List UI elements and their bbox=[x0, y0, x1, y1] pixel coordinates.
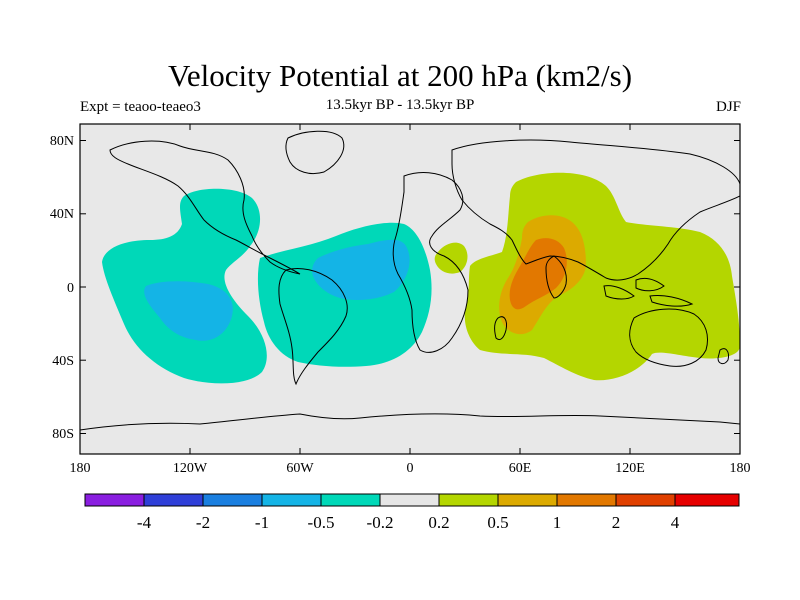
lat-label-40s: 40S bbox=[52, 354, 74, 369]
lon-label-0: 0 bbox=[407, 461, 414, 476]
colorbar-border bbox=[84, 493, 740, 507]
negative-core-pacific bbox=[144, 281, 233, 341]
lat-label-0: 0 bbox=[67, 281, 74, 296]
lon-label-120w: 120W bbox=[173, 461, 208, 476]
colorbar-label: -0.5 bbox=[308, 513, 335, 532]
colorbar-label: 1 bbox=[553, 513, 562, 532]
colorbar-label: -4 bbox=[137, 513, 152, 532]
negative-core-atlantic bbox=[312, 239, 410, 300]
lon-label-180-left: 180 bbox=[70, 461, 91, 476]
lat-label-80s: 80S bbox=[52, 427, 74, 442]
plot-title: Velocity Potential at 200 hPa (km2/s) bbox=[167, 58, 633, 93]
colorbar-label: 0.2 bbox=[428, 513, 449, 532]
colorbar-label: 2 bbox=[612, 513, 621, 532]
colorbar-label: 4 bbox=[671, 513, 680, 532]
colorbar-swatch bbox=[321, 494, 380, 506]
lon-label-60e: 60E bbox=[509, 461, 532, 476]
colorbar-swatch bbox=[439, 494, 498, 506]
lat-label-80n: 80N bbox=[50, 134, 74, 149]
colorbar-swatch bbox=[85, 494, 144, 506]
experiment-label: Expt = teaoo-teaeo3 bbox=[80, 99, 201, 115]
colorbar-label: 0.5 bbox=[487, 513, 508, 532]
colorbar-swatch bbox=[557, 494, 616, 506]
colorbar-swatch bbox=[262, 494, 321, 506]
lon-label-60w: 60W bbox=[286, 461, 314, 476]
colorbar-swatch bbox=[616, 494, 675, 506]
colorbar-label: -0.2 bbox=[367, 513, 394, 532]
positive-region-africa-small bbox=[434, 242, 468, 274]
colorbar-swatch bbox=[380, 494, 439, 506]
colorbar-swatch bbox=[675, 494, 739, 506]
lon-label-180-right: 180 bbox=[730, 461, 751, 476]
lon-tick-marks bbox=[79, 124, 741, 454]
plot-subtitle: 13.5kyr BP - 13.5kyr BP bbox=[325, 97, 475, 113]
lat-tick-marks bbox=[80, 140, 740, 434]
colorbar-label: -1 bbox=[255, 513, 269, 532]
season-label: DJF bbox=[715, 99, 741, 115]
colorbar-swatch bbox=[498, 494, 557, 506]
coastlines bbox=[80, 130, 740, 431]
colorbar-swatch bbox=[203, 494, 262, 506]
colorbar-dividers bbox=[143, 494, 676, 506]
colorbar-label: -2 bbox=[196, 513, 210, 532]
lat-label-40n: 40N bbox=[50, 207, 74, 222]
colorbar-swatch bbox=[144, 494, 203, 506]
colorbar: -4 -2 -1 -0.5 -0.2 0.2 0.5 1 2 4 bbox=[84, 493, 740, 532]
lon-label-120e: 120E bbox=[615, 461, 645, 476]
